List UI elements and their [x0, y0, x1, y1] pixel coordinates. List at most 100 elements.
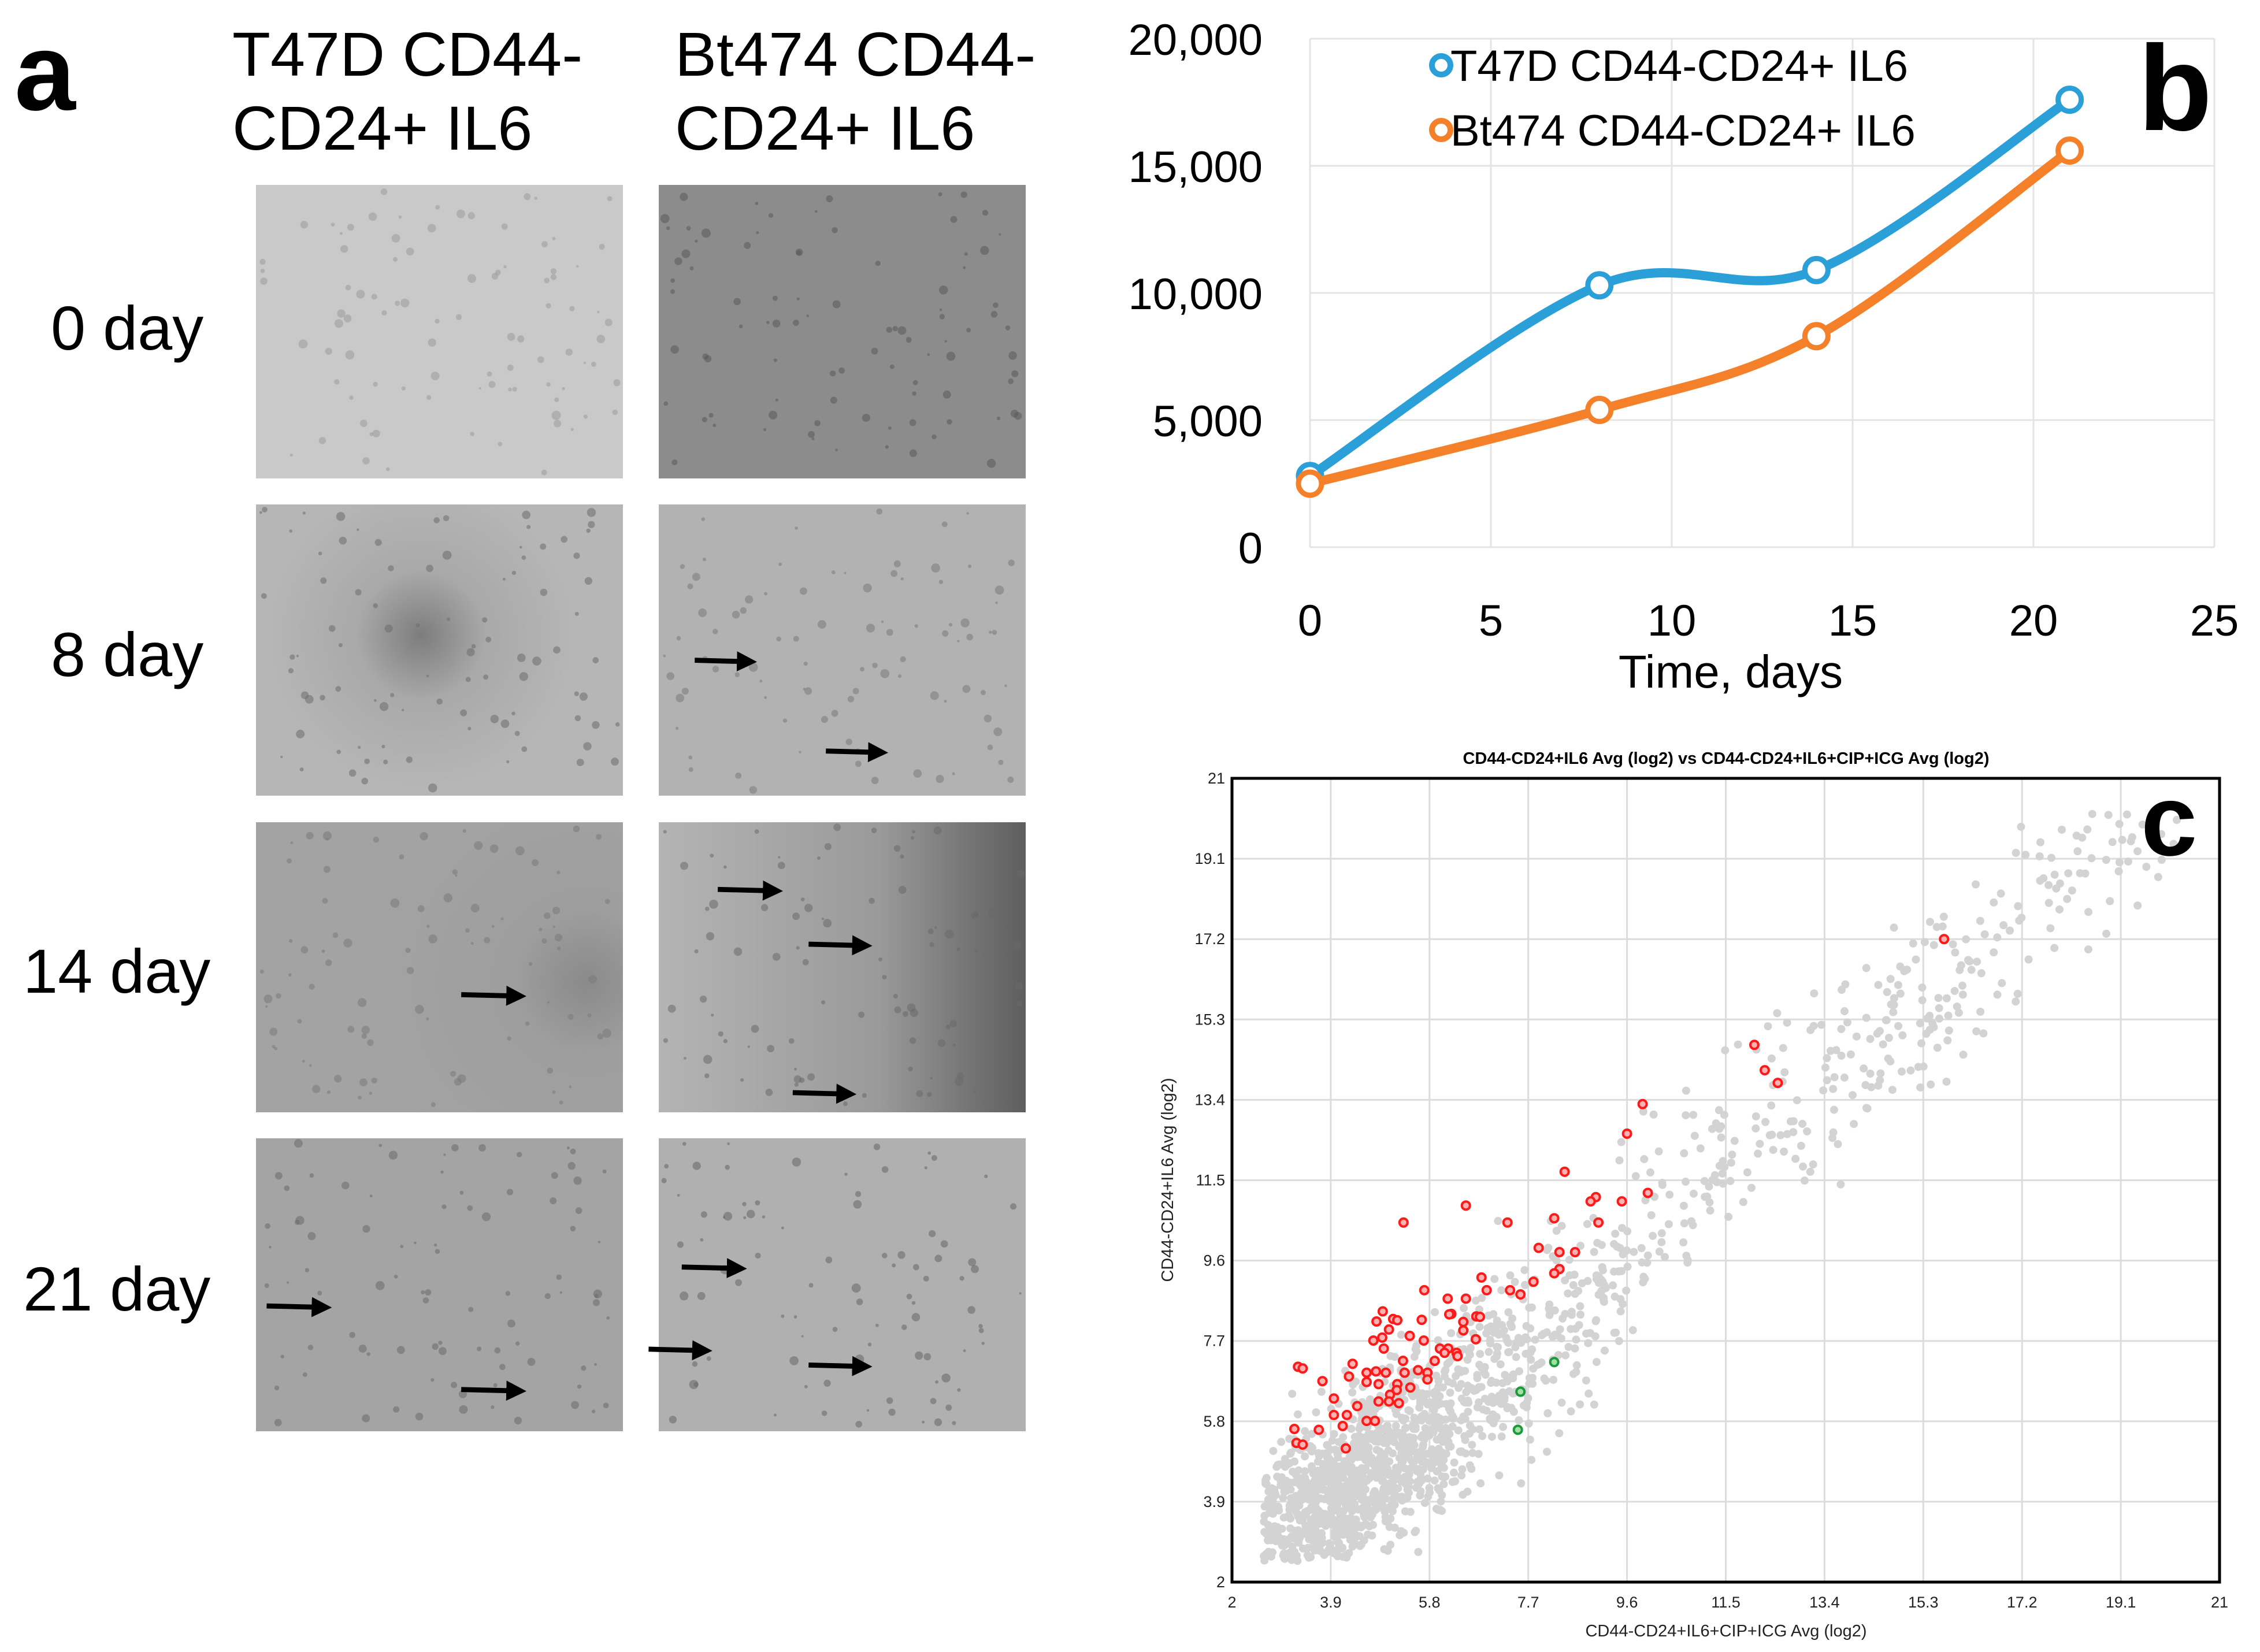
cell-speck	[371, 1077, 377, 1084]
cell-speck	[485, 636, 492, 643]
gene-point	[1889, 1008, 1898, 1016]
gene-point	[1979, 1029, 1988, 1038]
cell-speck	[799, 751, 801, 753]
cell-speck	[541, 469, 547, 476]
cell-speck	[700, 1238, 704, 1242]
cell-speck	[604, 318, 613, 326]
gene-point	[1352, 1481, 1361, 1490]
cell-speck	[321, 949, 325, 953]
gene-point	[1528, 1373, 1537, 1382]
cell-speck	[733, 298, 741, 306]
cell-speck	[431, 1378, 435, 1382]
cell-speck	[373, 603, 378, 608]
cell-speck	[992, 630, 997, 635]
gene-point	[1475, 1323, 1484, 1331]
x-tick-label: 21	[2211, 1594, 2228, 1611]
cell-speck	[702, 558, 706, 562]
gene-point	[1719, 1179, 1727, 1188]
gene-point	[1475, 1425, 1483, 1434]
cell-speck	[723, 1212, 733, 1221]
gene-point	[1571, 1290, 1579, 1298]
gene-point	[1447, 1329, 1456, 1338]
cell-speck	[663, 830, 667, 834]
cell-speck	[801, 1335, 804, 1338]
upregulated-point	[1429, 1356, 1440, 1367]
cell-speck	[440, 1170, 444, 1174]
cell-speck	[470, 942, 474, 945]
upregulated-point	[1460, 1200, 1471, 1211]
y-tick-label: 10,000	[1129, 270, 1263, 319]
cell-speck	[442, 550, 452, 560]
cell-speck	[996, 416, 1001, 421]
gene-point	[1837, 1024, 1846, 1033]
gene-point	[1364, 1434, 1373, 1442]
cell-speck	[468, 1306, 474, 1312]
cell-speck	[968, 1258, 977, 1267]
gene-point	[1380, 1439, 1389, 1447]
gene-point	[2084, 945, 2092, 954]
cell-speck	[856, 1298, 863, 1305]
gene-point	[1507, 1404, 1516, 1412]
gene-point	[1467, 1343, 1475, 1352]
gene-point	[1335, 1481, 1344, 1490]
gene-point	[1360, 1484, 1368, 1493]
gene-point	[1473, 1373, 1482, 1382]
gene-point	[1618, 1224, 1627, 1232]
cell-speck	[952, 1421, 956, 1425]
gene-point	[1561, 1351, 1570, 1360]
gene-point	[1468, 1449, 1477, 1457]
cell-speck	[964, 252, 968, 256]
gene-point	[1390, 1523, 1399, 1532]
gene-point	[1914, 1063, 1923, 1071]
gene-point	[2057, 825, 2066, 834]
gene-point	[2142, 863, 2151, 871]
cell-speck	[383, 759, 388, 764]
gene-point	[1689, 1111, 1698, 1119]
cell-speck	[732, 611, 740, 619]
cell-speck	[702, 417, 707, 422]
cell-speck	[795, 526, 798, 530]
gene-point	[1830, 1073, 1839, 1082]
cell-speck	[499, 1364, 506, 1371]
cell-speck	[374, 699, 377, 702]
cell-speck	[554, 420, 562, 428]
gene-point	[1480, 1394, 1489, 1403]
gene-point	[1520, 1266, 1529, 1275]
gene-point	[2154, 873, 2162, 881]
gene-point	[1939, 912, 1948, 921]
cell-speck	[900, 656, 906, 663]
gene-point	[1646, 1168, 1654, 1177]
cell-speck	[973, 1090, 977, 1094]
gene-point	[1441, 1367, 1449, 1376]
gene-point	[1655, 1248, 1664, 1256]
gene-point	[1325, 1462, 1334, 1471]
gene-point	[1776, 1131, 1785, 1139]
cell-speck	[527, 1357, 536, 1366]
upregulated-point	[1370, 1416, 1381, 1427]
cell-speck	[495, 269, 501, 276]
gene-point	[1342, 1530, 1350, 1538]
cell-speck	[604, 899, 610, 904]
upregulated-point	[1328, 1393, 1339, 1404]
gene-point	[1875, 1027, 1884, 1035]
cell-speck	[343, 314, 352, 322]
cell-speck	[821, 918, 825, 920]
gene-point	[1682, 1111, 1690, 1120]
cell-speck	[550, 268, 557, 274]
cell-speck	[348, 769, 357, 777]
cell-speck	[885, 445, 889, 449]
cell-speck	[900, 854, 904, 859]
gene-point	[1954, 1008, 1963, 1017]
gene-point	[1840, 1007, 1849, 1015]
x-axis-label: Time, days	[1619, 646, 1843, 697]
cell-speck	[978, 1324, 983, 1328]
upregulated-point	[1405, 1382, 1416, 1393]
cell-speck	[897, 1251, 906, 1259]
cell-speck	[602, 1169, 607, 1174]
cell-speck	[322, 897, 328, 904]
cell-speck	[532, 656, 541, 666]
upregulated-point	[1554, 1246, 1565, 1257]
cell-speck	[845, 738, 852, 745]
cell-speck	[993, 302, 999, 308]
gene-point	[1682, 1086, 1690, 1095]
